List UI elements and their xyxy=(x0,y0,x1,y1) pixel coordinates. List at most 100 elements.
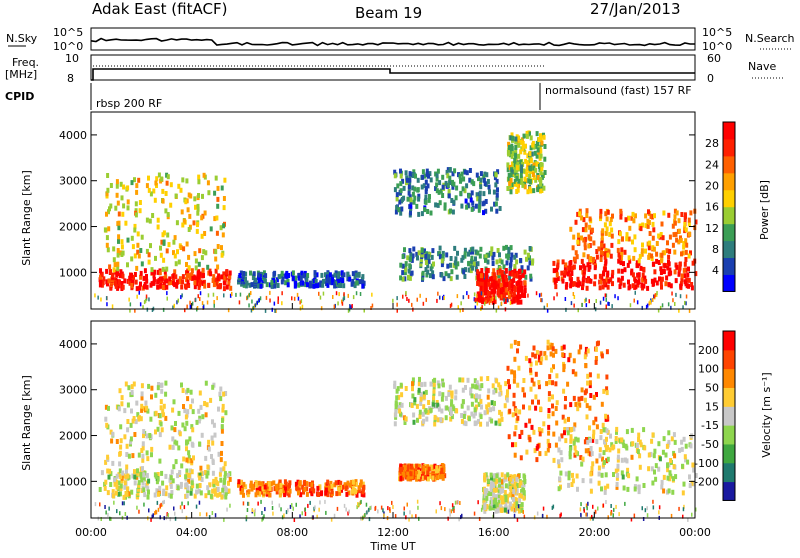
heatmap-cell xyxy=(217,406,220,412)
heatmap-cell xyxy=(333,283,337,289)
heatmap-cell xyxy=(507,509,510,514)
heatmap-cell xyxy=(487,491,491,496)
heatmap-cell xyxy=(397,405,401,411)
heatmap-cell xyxy=(478,517,481,521)
heatmap-cell xyxy=(196,203,200,209)
heatmap-cell xyxy=(429,177,433,183)
heatmap-cell xyxy=(226,472,230,478)
heatmap-cell xyxy=(141,480,145,486)
heatmap-cell xyxy=(436,380,440,386)
heatmap-cell xyxy=(264,308,267,313)
heatmap-cell xyxy=(477,204,481,210)
heatmap-cell xyxy=(580,258,584,264)
heatmap-cell xyxy=(435,188,439,194)
heatmap-cell xyxy=(620,251,624,257)
heatmap-cell xyxy=(534,405,538,411)
heatmap-cell xyxy=(412,412,416,418)
heatmap-cell xyxy=(109,203,113,209)
heatmap-cell xyxy=(670,305,672,310)
heatmap-cell xyxy=(506,167,510,173)
heatmap-cell xyxy=(685,242,689,248)
heatmap-cell xyxy=(408,194,412,200)
heatmap-cell xyxy=(492,272,496,278)
heatmap-cell xyxy=(218,471,222,477)
heatmap-cell xyxy=(509,245,513,251)
heatmap-cell xyxy=(359,482,362,488)
heatmap-cell xyxy=(240,281,244,287)
heatmap-cell xyxy=(256,283,260,289)
heatmap-cell xyxy=(633,234,637,240)
heatmap-cell xyxy=(204,250,208,256)
heatmap-cell xyxy=(526,160,530,166)
heatmap-cell xyxy=(131,418,135,424)
heatmap-cell xyxy=(585,503,588,508)
heatmap-cell xyxy=(578,208,582,214)
heatmap-cell xyxy=(621,474,625,480)
heatmap-cell xyxy=(520,164,524,170)
heatmap-cell xyxy=(340,274,344,280)
heatmap-cell xyxy=(507,141,511,147)
heatmap-cell xyxy=(245,515,248,520)
heatmap-cell xyxy=(485,404,489,410)
heatmap-cell xyxy=(337,276,341,282)
heatmap-cell xyxy=(569,283,573,289)
heatmap-cell xyxy=(409,203,413,209)
heatmap-cell xyxy=(413,400,417,406)
heatmap-cell xyxy=(672,464,676,469)
heatmap-cell xyxy=(354,489,357,495)
heatmap-cell xyxy=(333,272,337,278)
heatmap-cell xyxy=(351,278,355,284)
heatmap-cell xyxy=(555,267,559,273)
heatmap-cell xyxy=(203,470,207,475)
heatmap-cell xyxy=(104,459,108,465)
heatmap-cell xyxy=(491,299,495,305)
heatmap-cell xyxy=(451,171,455,177)
heatmap-cell xyxy=(105,235,109,241)
heatmap-cell xyxy=(448,175,452,181)
heatmap-cell xyxy=(563,430,566,436)
heatmap-cell xyxy=(405,515,407,520)
heatmap-cell xyxy=(471,200,475,206)
heatmap-cell xyxy=(538,293,541,298)
heatmap-cell xyxy=(178,276,182,282)
heatmap-cell xyxy=(478,281,482,287)
heatmap-cell xyxy=(539,148,543,154)
heatmap-cell xyxy=(164,473,168,479)
heatmap-cell xyxy=(438,391,442,397)
heatmap-cell xyxy=(489,500,491,505)
heatmap-cell xyxy=(535,153,539,159)
heatmap-cell xyxy=(657,441,661,447)
heatmap-cell xyxy=(140,234,144,240)
heatmap-cell xyxy=(589,236,593,242)
heatmap-cell xyxy=(494,201,498,207)
heatmap-cell xyxy=(436,168,440,174)
heatmap-cell xyxy=(525,166,529,172)
heatmap-cell xyxy=(173,253,177,259)
heatmap-cell xyxy=(198,472,202,478)
heatmap-cell xyxy=(522,133,526,139)
heatmap-cell xyxy=(347,308,350,313)
heatmap-cell xyxy=(261,511,263,515)
heatmap-cell xyxy=(113,500,115,505)
freq-panel xyxy=(90,54,696,81)
heatmap-cell xyxy=(429,210,433,216)
heatmap-cell xyxy=(673,214,677,220)
heatmap-cell xyxy=(497,498,501,504)
heatmap-cell xyxy=(597,480,601,486)
heatmap-cell xyxy=(508,145,511,150)
heatmap-cell xyxy=(411,474,415,479)
heatmap-cell xyxy=(614,294,616,299)
heatmap-cell xyxy=(507,291,510,296)
heatmap-cell xyxy=(539,170,543,176)
heatmap-cell xyxy=(337,301,339,306)
heatmap-cell xyxy=(466,405,470,411)
heatmap-cell xyxy=(305,486,309,492)
heatmap-cell xyxy=(687,517,689,522)
heatmap-cell xyxy=(542,134,546,140)
heatmap-cell xyxy=(206,485,210,491)
heatmap-cell xyxy=(117,238,120,244)
heatmap-cell xyxy=(523,288,527,293)
heatmap-cell xyxy=(663,263,667,269)
heatmap-cell xyxy=(239,485,243,491)
heatmap-cell xyxy=(517,142,521,148)
